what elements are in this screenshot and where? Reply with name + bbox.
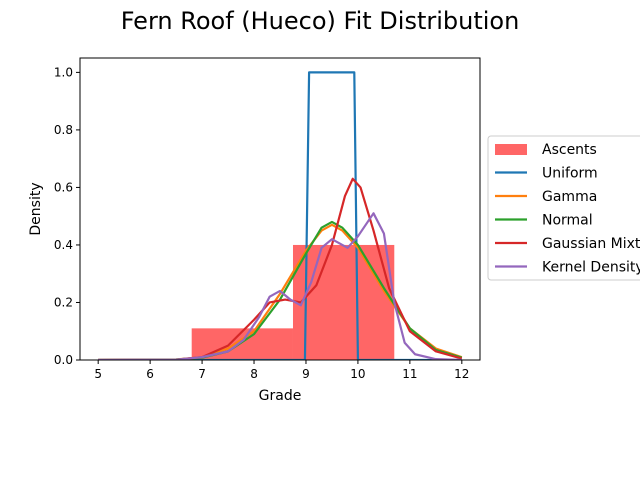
- x-tick-label: 8: [250, 367, 258, 381]
- chart-title: Fern Roof (Hueco) Fit Distribution: [121, 7, 520, 35]
- legend-swatch-0: [495, 144, 527, 155]
- legend-label-3: Normal: [542, 213, 593, 229]
- y-tick-label: 0.6: [54, 180, 73, 194]
- x-tick-label: 5: [94, 367, 102, 381]
- legend-label-1: Uniform: [542, 166, 598, 182]
- y-tick-label: 1.0: [54, 65, 73, 79]
- legend-label-5: Kernel Density: [542, 260, 640, 276]
- series-line-0: [98, 71, 462, 360]
- y-axis-ticks: 0.0 0.2 0.4 0.6 0.8 1.0: [54, 65, 80, 367]
- x-tick-label: 6: [146, 367, 154, 381]
- histogram-bar-1: [292, 244, 395, 360]
- legend: Ascents Uniform Gamma Normal Gaussian Mixtur…: [487, 135, 640, 281]
- x-tick-label: 12: [454, 367, 469, 381]
- x-axis-ticks: 5 6 7 8 9 10 11 12: [94, 360, 469, 381]
- histogram-bars: [191, 244, 395, 360]
- legend-label-2: Gamma: [542, 189, 597, 205]
- series-lines: [98, 71, 463, 360]
- legend-label-4: Gaussian Mixture: [542, 236, 640, 252]
- x-axis-label: Grade: [259, 388, 302, 404]
- x-tick-label: 7: [198, 367, 206, 381]
- x-tick-label: 9: [302, 367, 310, 381]
- series-line-4: [98, 212, 462, 360]
- x-tick-label: 10: [350, 367, 365, 381]
- plot-frame: [79, 57, 481, 361]
- y-tick-label: 0.2: [54, 295, 73, 309]
- y-tick-label: 0.0: [54, 353, 73, 367]
- y-tick-label: 0.8: [54, 123, 73, 137]
- x-tick-label: 11: [402, 367, 417, 381]
- legend-label-0: Ascents: [542, 142, 597, 158]
- y-tick-label: 0.4: [54, 238, 73, 252]
- y-axis-label: Density: [28, 182, 44, 235]
